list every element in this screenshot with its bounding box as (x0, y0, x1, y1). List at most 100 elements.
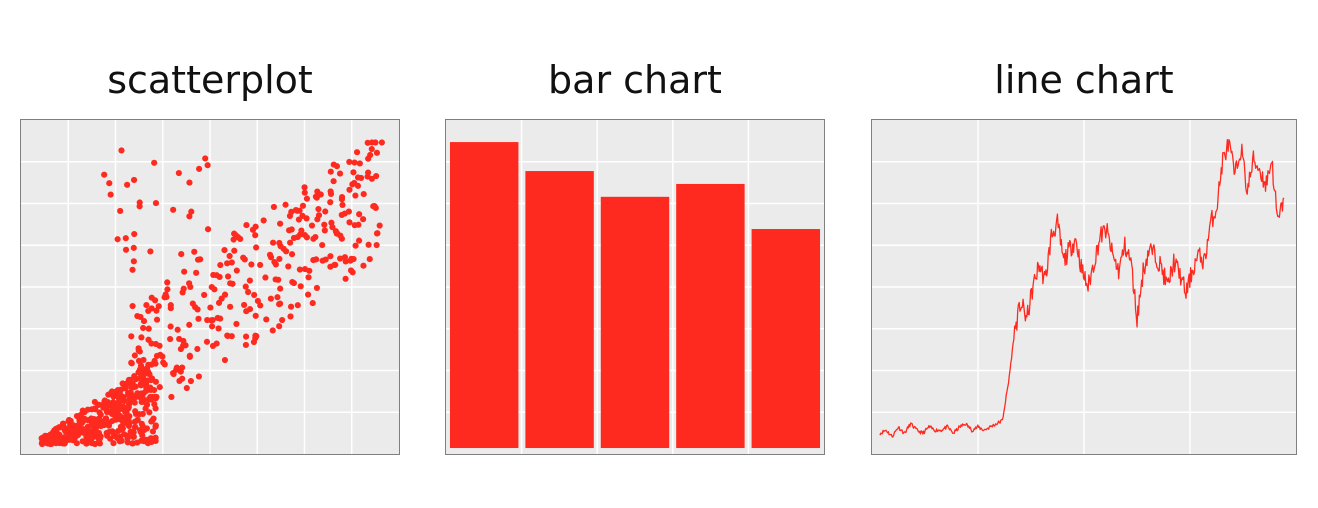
scatter-point (276, 255, 283, 263)
scatter-point (319, 241, 326, 249)
scatterplot-svg (21, 120, 399, 454)
scatter-point (276, 323, 283, 330)
scatter-point (303, 195, 311, 202)
scatter-point (153, 307, 160, 314)
scatter-point (164, 279, 171, 286)
scatter-point (243, 222, 250, 229)
scatter-point (138, 364, 145, 371)
scatter-point (338, 211, 345, 218)
scatter-point (230, 236, 237, 243)
scatter-point (356, 160, 363, 167)
scatterplot-plot-area (20, 119, 400, 455)
scatter-point (125, 420, 132, 427)
scatter-point (178, 250, 185, 258)
scatter-point (267, 254, 275, 261)
scatter-point (103, 429, 110, 437)
scatter-point (327, 190, 335, 198)
scatter-point (202, 155, 209, 162)
scatter-point (253, 244, 260, 251)
scatter-point (145, 325, 152, 332)
scatter-point (136, 348, 143, 355)
scatter-point (150, 415, 157, 422)
scatter-point (131, 352, 138, 359)
scatter-point (107, 191, 114, 198)
scatter-point (224, 273, 232, 280)
scatter-point (233, 320, 240, 328)
scatter-point (129, 440, 136, 447)
scatter-point (117, 207, 124, 215)
scatter-point (152, 200, 160, 207)
scatter-point (134, 416, 141, 423)
scatter-point (186, 213, 193, 220)
scatter-point (354, 174, 362, 181)
scatter-point (101, 421, 108, 428)
scatter-point (122, 235, 129, 242)
scatter-point (146, 385, 153, 392)
scatter-point (127, 428, 134, 435)
scatter-point (128, 359, 135, 366)
scatter-point (194, 306, 201, 313)
scatter-point (130, 258, 137, 265)
bar-1 (449, 142, 519, 449)
scatter-point (196, 165, 203, 172)
scatter-point (195, 373, 202, 380)
scatter-point (315, 205, 322, 213)
scatter-point (53, 426, 60, 433)
scatter-point (244, 288, 252, 296)
scatter-point (338, 194, 346, 201)
scatter-point (130, 433, 137, 440)
scatter-point (84, 425, 91, 432)
scatter-point (110, 409, 117, 416)
scatter-point (151, 401, 158, 408)
scatter-point (194, 345, 201, 353)
scatter-point (297, 283, 304, 290)
scatter-point (346, 219, 353, 226)
scatter-point (175, 169, 182, 177)
scatter-point (84, 439, 92, 446)
scatter-point (322, 208, 329, 215)
scatter-point (110, 440, 117, 447)
scatter-point (214, 314, 221, 322)
scatter-point (289, 278, 296, 286)
scatter-point (338, 235, 345, 242)
scatter-point (138, 420, 145, 427)
scatter-point (346, 186, 353, 193)
scatter-point (151, 159, 158, 166)
scatter-point (368, 139, 376, 146)
scatter-point (360, 216, 367, 223)
scatter-point (263, 316, 270, 323)
scatter-point (187, 283, 194, 290)
scatter-point (110, 393, 117, 400)
line-chart-plot-area (871, 119, 1297, 455)
scatter-point (269, 239, 277, 246)
scatter-point (123, 380, 130, 387)
scatter-point (279, 316, 286, 324)
scatter-point (262, 274, 269, 281)
scatter-point (136, 374, 143, 382)
scatter-point (313, 284, 321, 291)
bar-chart-title: bar chart (548, 58, 722, 102)
scatter-point (215, 299, 223, 306)
scatter-point (170, 206, 177, 213)
scatter-point (365, 241, 372, 248)
scatter-point (173, 364, 180, 371)
scatter-point (301, 184, 308, 191)
scatter-point (303, 234, 311, 241)
scatter-point (148, 294, 155, 301)
scatter-point (176, 377, 183, 385)
scatter-point (80, 429, 87, 436)
scatter-point (287, 313, 294, 320)
scatter-point (152, 340, 159, 348)
scatter-point (106, 419, 113, 426)
scatter-point (246, 277, 253, 284)
scatter-point (156, 384, 163, 391)
scatter-point (330, 161, 337, 168)
bar-5 (751, 229, 821, 449)
scatter-point (342, 275, 349, 282)
scatter-point (209, 342, 217, 350)
scatter-point (145, 336, 152, 343)
scatter-point (354, 182, 362, 189)
scatter-point (368, 145, 375, 153)
scatter-point (298, 227, 305, 234)
scatter-point (322, 256, 329, 263)
